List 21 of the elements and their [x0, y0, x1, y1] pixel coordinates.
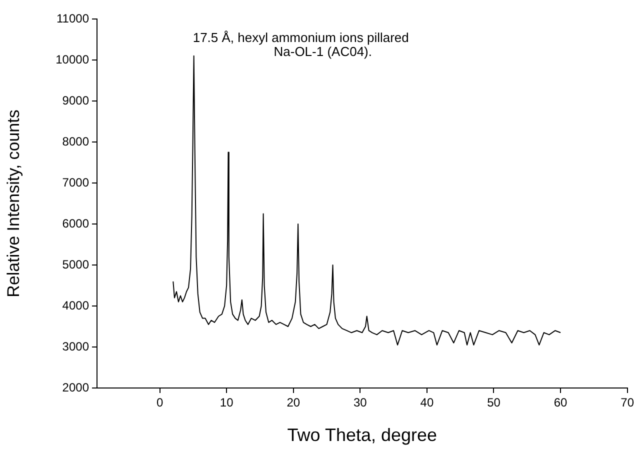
y-tick-label: 10000 [56, 52, 90, 66]
annotation: 17.5 Å, hexyl ammonium ions pillared Na-OL-1 (AC04). [192, 30, 409, 59]
y-tick-label: 7000 [62, 175, 90, 190]
y-tick-label: 11000 [56, 11, 90, 26]
x-axis-title: Two Theta, degree [287, 425, 438, 446]
y-axis-title: Relative Intensity, counts [4, 110, 23, 298]
y-tick-label: 2000 [62, 380, 90, 394]
x-tick-label: 40 [420, 396, 434, 410]
y-tick-label: 8000 [62, 134, 90, 148]
y-tick-label: 9000 [62, 93, 90, 108]
y-tick-label: 4000 [62, 298, 90, 312]
x-tick-label: 60 [554, 396, 568, 410]
y-tick-label: 3000 [62, 339, 90, 354]
x-tick-label: 20 [286, 396, 300, 410]
x-tick-label: 70 [620, 396, 634, 410]
x-tick-label: 50 [487, 396, 501, 410]
y-tick-label: 5000 [62, 257, 90, 272]
x-tick-label: 30 [353, 396, 368, 410]
x-tick-label: 0 [156, 396, 164, 410]
x-tick-label: 10 [220, 396, 234, 410]
y-tick-label: 6000 [62, 216, 90, 230]
